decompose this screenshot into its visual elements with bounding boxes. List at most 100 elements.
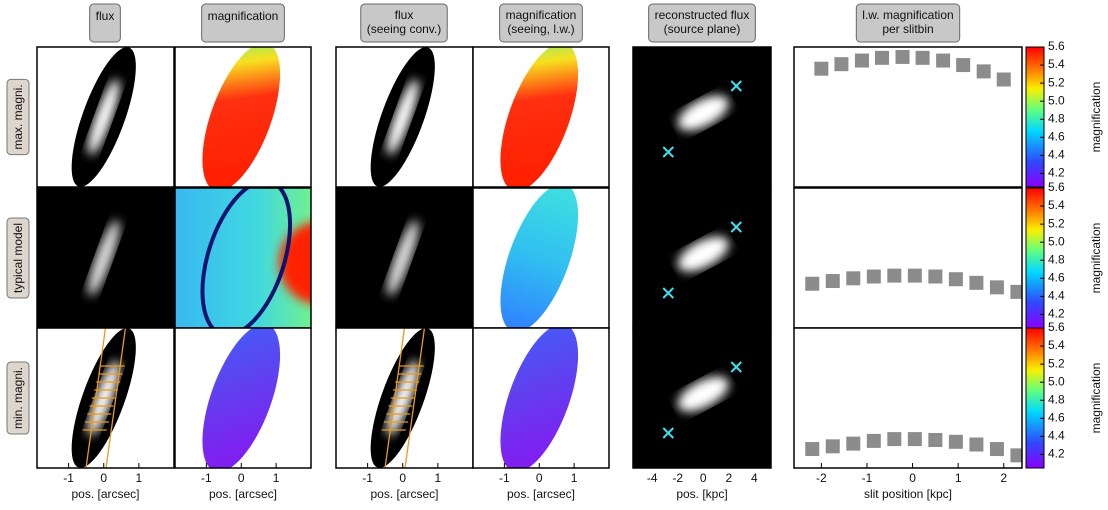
plot-markers [805, 268, 1022, 299]
header-text: per slitbin [882, 22, 933, 36]
x-tick-label: 0 [238, 471, 245, 485]
image-panel [336, 47, 473, 187]
header-text: flux [395, 8, 414, 22]
slit-bin-marker [969, 437, 984, 452]
y-axis-label: magnification [1089, 363, 1103, 434]
y-tick-label: 4.8 [1048, 252, 1065, 266]
panel-frame [174, 46, 312, 188]
y-tick-label: 5.0 [1048, 374, 1065, 388]
image-panel [473, 47, 609, 187]
x-tick-label: -2 [816, 471, 827, 485]
critical-curve [200, 188, 293, 328]
x-tick-label: 0 [100, 471, 107, 485]
x-axis-label: pos. [arcsec] [209, 487, 277, 501]
column-header: flux [89, 3, 121, 43]
x-tick-label: 1 [273, 471, 280, 485]
y-tick-label: 5.2 [1048, 356, 1065, 370]
y-tick-label: 4.2 [1048, 307, 1065, 321]
slit-bin-marker [969, 275, 984, 290]
plot-markers [805, 432, 1022, 463]
header-text: flux [96, 9, 115, 23]
magnification-map [500, 47, 579, 187]
header-box [855, 3, 961, 43]
y-tick-label: 4.6 [1048, 129, 1065, 143]
x-tick-label: -4 [647, 471, 658, 485]
y-tick-label: 4.2 [1048, 166, 1065, 180]
panel-frame [793, 327, 1023, 469]
x-axis-label: pos. [arcsec] [507, 487, 575, 501]
slit-bin-marker [928, 269, 943, 284]
slit-bin-marker [948, 272, 963, 287]
slit-bin-marker [814, 61, 829, 76]
x-tick-label: 2 [1000, 471, 1007, 485]
header-box [499, 3, 583, 43]
slit-bin-marker [866, 269, 881, 284]
x-tick-label: 2 [725, 471, 732, 485]
slit-bin-marker [996, 72, 1011, 87]
magnification-map [500, 328, 579, 468]
galaxy-core [88, 220, 120, 296]
y-axis-label: magnification [1089, 82, 1103, 153]
image-panel [175, 188, 311, 328]
row-box [6, 361, 30, 435]
header-text: reconstructed flux [655, 8, 750, 22]
row-text: typical model [11, 223, 25, 293]
row-box [6, 78, 30, 156]
slit-bin-marker [825, 439, 840, 454]
slit-bin-marker [875, 50, 890, 65]
y-tick-label: 4.6 [1048, 270, 1065, 284]
colorbar [1025, 327, 1045, 469]
slit-bin-marker [887, 268, 902, 283]
image-panel [633, 47, 771, 187]
x-tick-label: 1 [571, 471, 578, 485]
slit-bin-marker [956, 58, 971, 73]
colorbar [1025, 187, 1045, 329]
slit-bin-marker [928, 433, 943, 447]
y-tick-label: 4.4 [1048, 429, 1065, 443]
y-tick-label: 4.4 [1048, 289, 1065, 303]
y-tick-label: 4.6 [1048, 410, 1065, 424]
image-panel [37, 47, 174, 187]
image-panel [473, 328, 609, 468]
column-header: flux(seeing conv.) [360, 3, 448, 43]
x-axis-label: pos. [arcsec] [370, 487, 438, 501]
y-tick-label: 5.0 [1048, 234, 1065, 248]
y-tick-label: 4.4 [1048, 148, 1065, 162]
slit-bin-marker [825, 274, 840, 289]
header-text: (seeing, l.w.) [507, 22, 574, 36]
header-box [89, 3, 121, 43]
x-tick-label: 0 [909, 471, 916, 485]
slit-bin-marker [854, 53, 869, 68]
plot-area [794, 188, 1022, 328]
y-tick-label: 5.4 [1048, 57, 1065, 71]
source [677, 236, 729, 272]
column-header: reconstructed flux(source plane) [648, 3, 756, 43]
y-tick-label: 5.6 [1048, 180, 1065, 194]
image-marker [730, 361, 742, 373]
column-header: magnification [201, 3, 285, 43]
magnification-map [202, 47, 281, 187]
y-tick-label: 5.2 [1048, 216, 1065, 230]
x-tick-label: -1 [201, 471, 212, 485]
x-axis-label: slit position [kpc] [864, 487, 952, 501]
image-marker [730, 80, 742, 92]
header-text: (seeing conv.) [367, 22, 441, 36]
image-panel [473, 188, 609, 328]
slit-bin-marker [866, 433, 881, 448]
header-box [360, 3, 448, 43]
plot-markers [814, 49, 1011, 87]
header-text: l.w. magnification [862, 8, 953, 22]
image-marker [730, 221, 742, 233]
slit-bin-marker [895, 49, 910, 64]
slit-bin-marker [1010, 284, 1022, 299]
x-tick-label: 1 [435, 471, 442, 485]
image-panel [37, 328, 174, 468]
row-text: min. magni. [11, 367, 25, 429]
slit-bin-marker [887, 432, 902, 447]
image-panel [37, 188, 174, 328]
image-panel [175, 328, 311, 468]
row-label: max. magni. [6, 78, 30, 156]
slit-bin-marker [834, 57, 849, 72]
x-tick-label: 0 [399, 471, 406, 485]
column-header: magnification(seeing, l.w.) [499, 3, 583, 43]
